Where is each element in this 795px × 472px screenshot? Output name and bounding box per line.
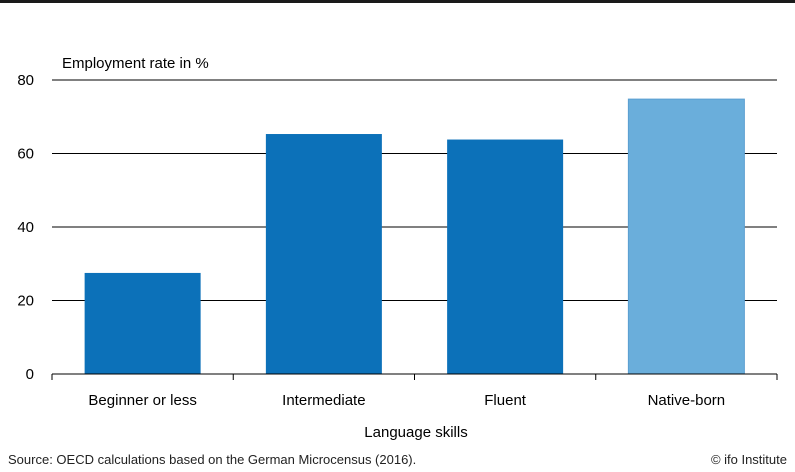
x-tick-label: Beginner or less — [88, 392, 196, 409]
bar — [84, 272, 201, 374]
x-tick-label: Fluent — [484, 392, 527, 409]
bar — [627, 98, 745, 375]
bar — [265, 134, 382, 374]
bar — [447, 139, 564, 374]
y-tick-label: 80 — [17, 72, 34, 89]
x-axis-label: Language skills — [364, 424, 467, 441]
x-tick-label: Intermediate — [282, 392, 365, 409]
y-tick-label: 60 — [17, 146, 34, 163]
y-tick-label: 0 — [26, 366, 34, 383]
y-tick-label: 20 — [17, 293, 34, 310]
y-axis-label: Employment rate in % — [62, 55, 209, 72]
top-rule — [0, 0, 795, 3]
y-tick-label: 40 — [17, 219, 34, 236]
source-note: Source: OECD calculations based on the G… — [8, 452, 417, 467]
x-tick-label: Native-born — [648, 392, 726, 409]
credit: © ifo Institute — [710, 452, 787, 467]
bar-chart: 0 20 40 60 80 Beginner or less Intermediate Flu… — [17, 55, 778, 441]
